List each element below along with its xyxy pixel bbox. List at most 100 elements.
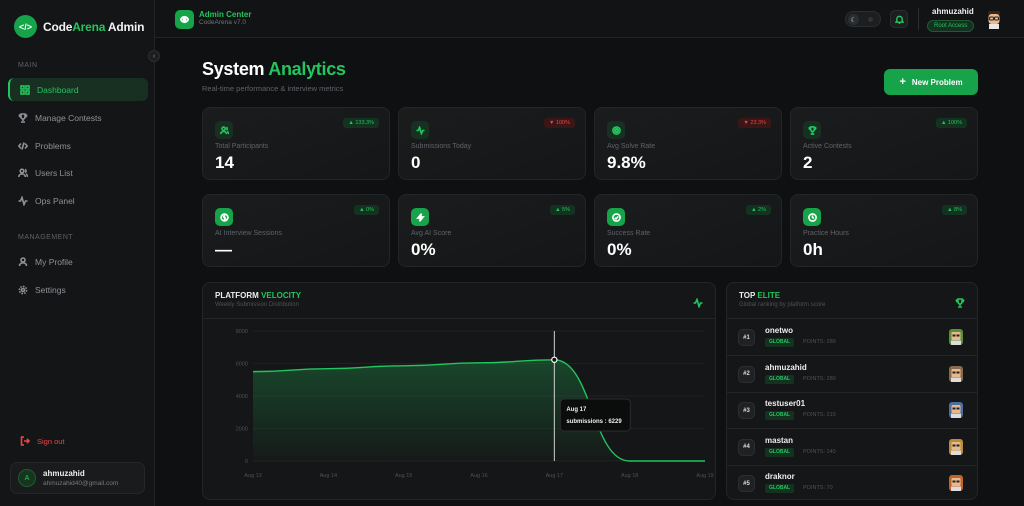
y-tick-label: 8000 xyxy=(236,329,248,335)
leaderboard-row[interactable]: #5 draknor GLOBAL POINTS: 70 xyxy=(727,465,977,499)
activity-icon xyxy=(411,121,429,139)
trend-badge: ▲ 0% xyxy=(354,205,379,215)
divider xyxy=(918,8,919,30)
leaderboard-username: onetwo xyxy=(765,326,793,335)
stat-value: 0% xyxy=(411,240,436,259)
x-tick-label: Aug 15 xyxy=(395,473,412,479)
role-badge: Root Access xyxy=(927,20,975,32)
sidebar-item-problems[interactable]: Problems xyxy=(8,134,148,157)
sidebar-item-manage-contests[interactable]: Manage Contests xyxy=(8,106,148,129)
target-icon xyxy=(607,121,625,139)
stat-card-total-participants[interactable]: ▲ 133.3% Total Participants 14 xyxy=(202,107,390,180)
sidebar-item-label: Problems xyxy=(35,140,71,151)
sign-out-button[interactable]: Sign out xyxy=(20,436,65,446)
global-tag: GLOBAL xyxy=(765,338,795,347)
leaderboard-row[interactable]: #4 mastan GLOBAL POINTS: 140 xyxy=(727,429,977,466)
stat-card-success-rate[interactable]: ▲ 2% Success Rate 0% xyxy=(594,194,782,267)
stat-card-avg-solve-rate[interactable]: ▼ 23.3% Avg Solve Rate 9.8% xyxy=(594,107,782,180)
trend-badge: ▼ 100% xyxy=(543,118,575,128)
user-name: ahmuzahid xyxy=(43,469,85,478)
top-elite-panel: TOP ELITE Global ranking by platform sco… xyxy=(726,282,978,500)
sidebar-item-settings[interactable]: Settings xyxy=(8,278,148,301)
x-tick-label: Aug 18 xyxy=(621,473,638,479)
new-problem-button[interactable]: + New Problem xyxy=(884,69,978,95)
stat-card-practice-hours[interactable]: ▲ 8% Practice Hours 0h xyxy=(790,194,978,267)
sidebar-item-users-list[interactable]: Users List xyxy=(8,161,148,184)
brain-icon xyxy=(215,208,233,226)
stat-card-ai-interview-sessions[interactable]: ▲ 0% AI Interview Sessions — xyxy=(202,194,390,267)
theme-toggle[interactable]: ☾ xyxy=(845,11,881,27)
section-label-main: MAIN xyxy=(18,62,38,69)
trophy-icon xyxy=(955,295,965,313)
stat-label: Active Contests xyxy=(803,143,852,150)
leaderboard-username: mastan xyxy=(765,435,794,445)
trend-badge: ▲ 2% xyxy=(746,205,771,215)
stat-value: 14 xyxy=(215,153,234,172)
collapse-sidebar-button[interactable]: ‹ xyxy=(148,50,160,62)
chart-tooltip xyxy=(559,398,631,432)
brand[interactable]: </> CodeArena Admin xyxy=(14,15,144,38)
notifications-button[interactable] xyxy=(890,10,908,28)
moon-icon: ☾ xyxy=(848,14,859,25)
leaderboard-row[interactable]: #1 onetwo GLOBAL POINTS: 280 xyxy=(727,319,977,356)
stat-value: 0h xyxy=(803,240,823,259)
stat-card-avg-ai-score[interactable]: ▲ 5% Avg AI Score 0% xyxy=(398,194,586,267)
velocity-chart[interactable]: 8000 6000 4000 2000 0 Aug 13 Aug 14 Aug 15 Aug 1… xyxy=(203,319,717,501)
y-tick-label: 2000 xyxy=(236,427,248,433)
trend-badge: ▲ 8% xyxy=(942,205,967,215)
users-icon xyxy=(215,121,233,139)
new-problem-label: New Problem xyxy=(911,77,963,87)
leaderboard-row[interactable]: #2 ahmuzahid GLOBAL POINTS: 280 xyxy=(727,356,977,393)
page-title: System Analytics xyxy=(202,59,346,79)
rank-badge: #5 xyxy=(738,475,755,492)
avatar xyxy=(949,402,963,418)
sidebar-item-label: Manage Contests xyxy=(35,112,102,123)
avatar xyxy=(949,438,963,455)
avatar: A xyxy=(18,469,36,487)
platform-velocity-panel: PLATFORM VELOCITY Weekly Submission Dist… xyxy=(202,282,716,500)
stat-card-submissions-today[interactable]: ▼ 100% Submissions Today 0 xyxy=(398,107,586,180)
rank-badge: #2 xyxy=(738,365,755,383)
y-tick-label: 6000 xyxy=(236,362,248,368)
sidebar-item-dashboard[interactable]: Dashboard xyxy=(8,78,148,101)
admin-center-title: Admin Center xyxy=(199,10,252,19)
user-icon xyxy=(18,256,28,266)
trophy-icon xyxy=(803,121,821,139)
user-info: ahmuzahid ahmuzahid40@gmail.com xyxy=(43,469,118,487)
user-email: ahmuzahid40@gmail.com xyxy=(43,480,119,487)
activity-icon xyxy=(18,195,28,206)
panel-subtitle: Weekly Submission Distribution xyxy=(215,302,299,308)
stat-card-active-contests[interactable]: ▲ 100% Active Contests 2 xyxy=(790,107,978,180)
avatar[interactable] xyxy=(985,9,1003,29)
rank-badge: #3 xyxy=(738,402,755,419)
avatar xyxy=(949,365,963,382)
series-line xyxy=(252,359,705,462)
zap-icon xyxy=(411,208,429,226)
trend-badge: ▲ 133.3% xyxy=(343,118,379,128)
user-card[interactable]: A ahmuzahid ahmuzahid40@gmail.com xyxy=(10,462,145,494)
stat-label: Submissions Today xyxy=(411,143,472,150)
points-label: POINTS: 70 xyxy=(803,485,833,491)
leaderboard-row[interactable]: #3 testuser01 GLOBAL POINTS: 210 xyxy=(727,392,977,429)
leaderboard-username: draknor xyxy=(765,472,795,481)
points-label: POINTS: 210 xyxy=(803,412,836,418)
panel-title: TOP ELITE xyxy=(739,291,781,300)
points-label: POINTS: 280 xyxy=(803,339,836,345)
stat-label: Success Rate xyxy=(607,230,651,237)
sidebar-item-my-profile[interactable]: My Profile xyxy=(8,250,148,273)
rank-badge: #4 xyxy=(738,438,755,456)
stat-value: 0 xyxy=(411,153,421,172)
gear-icon xyxy=(18,285,28,294)
users-icon xyxy=(18,167,28,177)
page-subtitle: Real-time performance & interview metric… xyxy=(202,84,344,93)
stat-label: Avg AI Score xyxy=(411,230,452,237)
trend-badge: ▼ 23.3% xyxy=(738,118,771,128)
sidebar-item-ops-panel[interactable]: Ops Panel xyxy=(8,189,148,212)
avatar xyxy=(949,475,963,491)
stat-value: 0% xyxy=(607,240,632,259)
x-tick-label: Aug 16 xyxy=(470,473,487,479)
plus-icon: + xyxy=(899,76,906,88)
x-tick-label: Aug 19 xyxy=(696,473,713,479)
trend-badge: ▲ 100% xyxy=(935,118,967,128)
